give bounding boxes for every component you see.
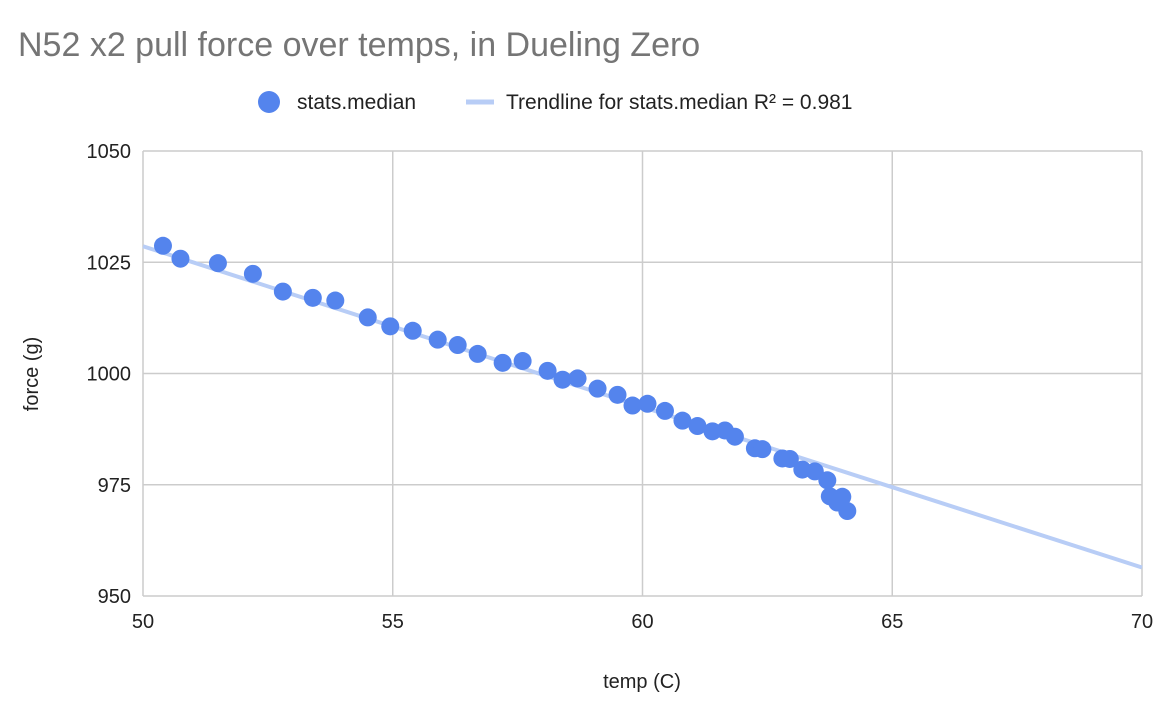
y-tick-label: 1025 — [87, 252, 132, 274]
x-tick-label: 60 — [631, 611, 653, 633]
legend: stats.median Trendline for stats.median … — [258, 91, 852, 114]
data-point — [553, 370, 572, 389]
data-point — [780, 449, 799, 468]
data-point — [805, 462, 824, 481]
x-tick-label: 70 — [1131, 611, 1153, 633]
data-point — [655, 401, 674, 420]
data-point — [171, 249, 190, 268]
data-point — [673, 411, 692, 430]
data-point — [513, 352, 532, 371]
data-point — [638, 394, 657, 413]
data-point — [623, 396, 642, 415]
y-tick-label: 950 — [98, 586, 131, 608]
tick-labels: 50 55 60 65 70 950 975 1000 1025 1050 — [87, 141, 1154, 633]
gridlines — [142, 150, 1143, 597]
data-point — [448, 336, 467, 355]
x-tick-label: 65 — [881, 611, 903, 633]
data-point — [273, 282, 292, 301]
x-tick-label: 55 — [382, 611, 404, 633]
legend-label-series: stats.median — [297, 91, 416, 114]
data-point — [403, 321, 422, 340]
data-point — [538, 361, 557, 380]
data-point — [588, 379, 607, 398]
data-point — [468, 344, 487, 363]
data-points — [153, 236, 857, 521]
data-point — [833, 487, 852, 506]
data-point — [838, 502, 857, 521]
data-point — [243, 264, 262, 283]
x-axis-label: temp (C) — [603, 671, 681, 693]
data-point — [818, 471, 837, 490]
y-tick-label: 1000 — [87, 364, 132, 386]
y-tick-label: 1050 — [87, 141, 132, 163]
x-tick-label: 50 — [132, 611, 154, 633]
data-point — [608, 385, 627, 404]
data-point — [725, 427, 744, 446]
data-point — [493, 353, 512, 372]
data-point — [326, 291, 345, 310]
y-axis-label: force (g) — [21, 337, 43, 411]
data-point — [568, 369, 587, 388]
data-point — [381, 317, 400, 336]
data-point — [753, 440, 772, 459]
chart-title: N52 x2 pull force over temps, in Dueling… — [18, 26, 700, 64]
y-tick-label: 975 — [98, 475, 131, 497]
legend-label-trendline: Trendline for stats.median R² = 0.981 — [506, 91, 852, 114]
legend-marker-series — [258, 91, 280, 113]
data-point — [153, 236, 172, 255]
data-point — [358, 308, 377, 327]
data-point — [303, 288, 322, 307]
data-point — [428, 330, 447, 349]
data-point — [688, 417, 707, 436]
data-point — [208, 254, 227, 273]
